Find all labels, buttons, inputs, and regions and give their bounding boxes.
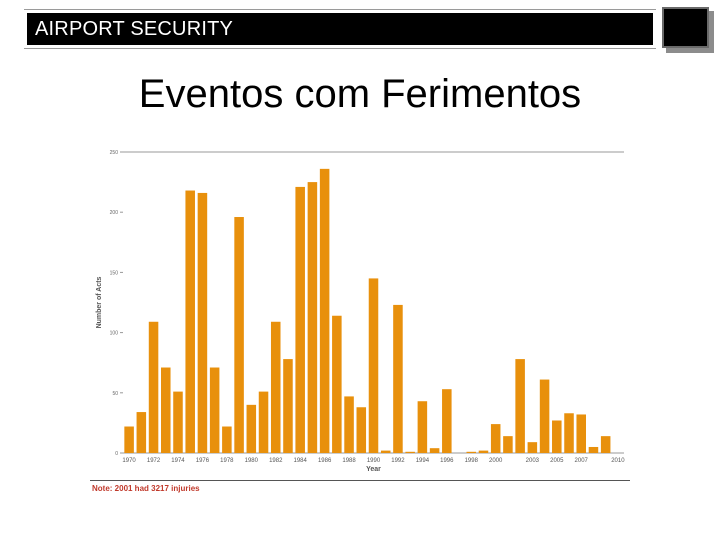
x-tick-label: 1990 xyxy=(367,458,381,464)
x-tick-label: 1970 xyxy=(122,458,136,464)
bar xyxy=(234,217,244,453)
x-tick-label: 2000 xyxy=(489,458,503,464)
bar xyxy=(258,391,269,453)
bar xyxy=(332,315,342,453)
bar xyxy=(283,359,293,453)
x-tick-label: 1974 xyxy=(171,458,185,464)
y-tick-label: 200 xyxy=(110,210,119,216)
bar xyxy=(503,436,513,453)
y-tick-label: 0 xyxy=(115,451,118,457)
x-tick-label: 1978 xyxy=(220,458,234,464)
bar xyxy=(295,186,305,453)
x-tick-label: 1998 xyxy=(465,458,479,464)
chart-svg: 0 50 100 150 200 250 1970 1972 1974 1976 1978 1980 1… xyxy=(96,150,625,473)
slide-title: Eventos com Ferimentos xyxy=(138,72,582,116)
x-tick-label: 2005 xyxy=(550,458,564,464)
bar xyxy=(173,391,183,453)
bar xyxy=(246,404,257,453)
bar xyxy=(124,426,134,453)
x-tick-label: 1994 xyxy=(416,458,430,464)
bar xyxy=(600,436,611,453)
x-tick-label: 1972 xyxy=(147,458,161,464)
bar xyxy=(356,407,367,453)
bar xyxy=(307,182,318,453)
x-tick-label: 1984 xyxy=(294,458,308,464)
bar xyxy=(527,442,538,453)
y-tick-label: 50 xyxy=(112,391,118,397)
corner-box xyxy=(662,7,709,48)
bar xyxy=(148,321,159,453)
chart-note: Note: 2001 had 3217 injuries xyxy=(92,484,200,493)
x-tick-label: 2007 xyxy=(575,458,589,464)
bar xyxy=(442,389,452,453)
bar xyxy=(380,450,391,453)
y-tick-label: 250 xyxy=(110,150,119,156)
x-tick-label: 1992 xyxy=(391,458,405,464)
bar xyxy=(429,448,440,453)
x-tick-label: 2003 xyxy=(526,458,540,464)
bar xyxy=(576,414,586,453)
header-bottom-rule xyxy=(24,48,656,49)
x-tick-label: 1988 xyxy=(342,458,356,464)
bar xyxy=(466,451,477,453)
bar xyxy=(270,321,281,453)
bar xyxy=(319,168,330,453)
bar xyxy=(405,451,415,453)
bar xyxy=(490,424,501,453)
bar xyxy=(515,359,525,453)
x-tick-label: 1980 xyxy=(245,458,259,464)
header-title: AIRPORT SECURITY xyxy=(35,18,234,40)
bar xyxy=(417,401,428,453)
x-tick-label: 1986 xyxy=(318,458,332,464)
bar xyxy=(478,450,489,453)
bar xyxy=(136,412,147,453)
bar xyxy=(588,446,599,453)
x-tick-label: 1976 xyxy=(196,458,210,464)
y-tick-label: 100 xyxy=(110,331,119,337)
bar xyxy=(185,190,195,453)
bar xyxy=(539,379,550,453)
chart-bottom-rule xyxy=(90,480,630,481)
bar-chart: 0 50 100 150 200 250 1970 1972 1974 1976 1978 1980 1… xyxy=(88,140,632,500)
bar xyxy=(368,278,379,453)
x-axis-title: Year xyxy=(366,466,381,473)
bar xyxy=(344,396,354,453)
y-tick-label: 150 xyxy=(110,270,119,276)
x-tick-label: 1982 xyxy=(269,458,283,464)
bar xyxy=(197,192,208,453)
bar xyxy=(564,413,574,453)
x-tick-label: 1996 xyxy=(440,458,454,464)
bar xyxy=(209,367,220,453)
bar xyxy=(222,426,232,453)
bar xyxy=(393,304,403,453)
x-tick-label: 2010 xyxy=(611,458,625,464)
y-axis-title: Number of Acts xyxy=(96,276,103,328)
bar xyxy=(161,367,171,453)
header-bar: AIRPORT SECURITY xyxy=(27,13,653,45)
bar xyxy=(552,420,562,453)
header-top-rule xyxy=(24,9,656,10)
